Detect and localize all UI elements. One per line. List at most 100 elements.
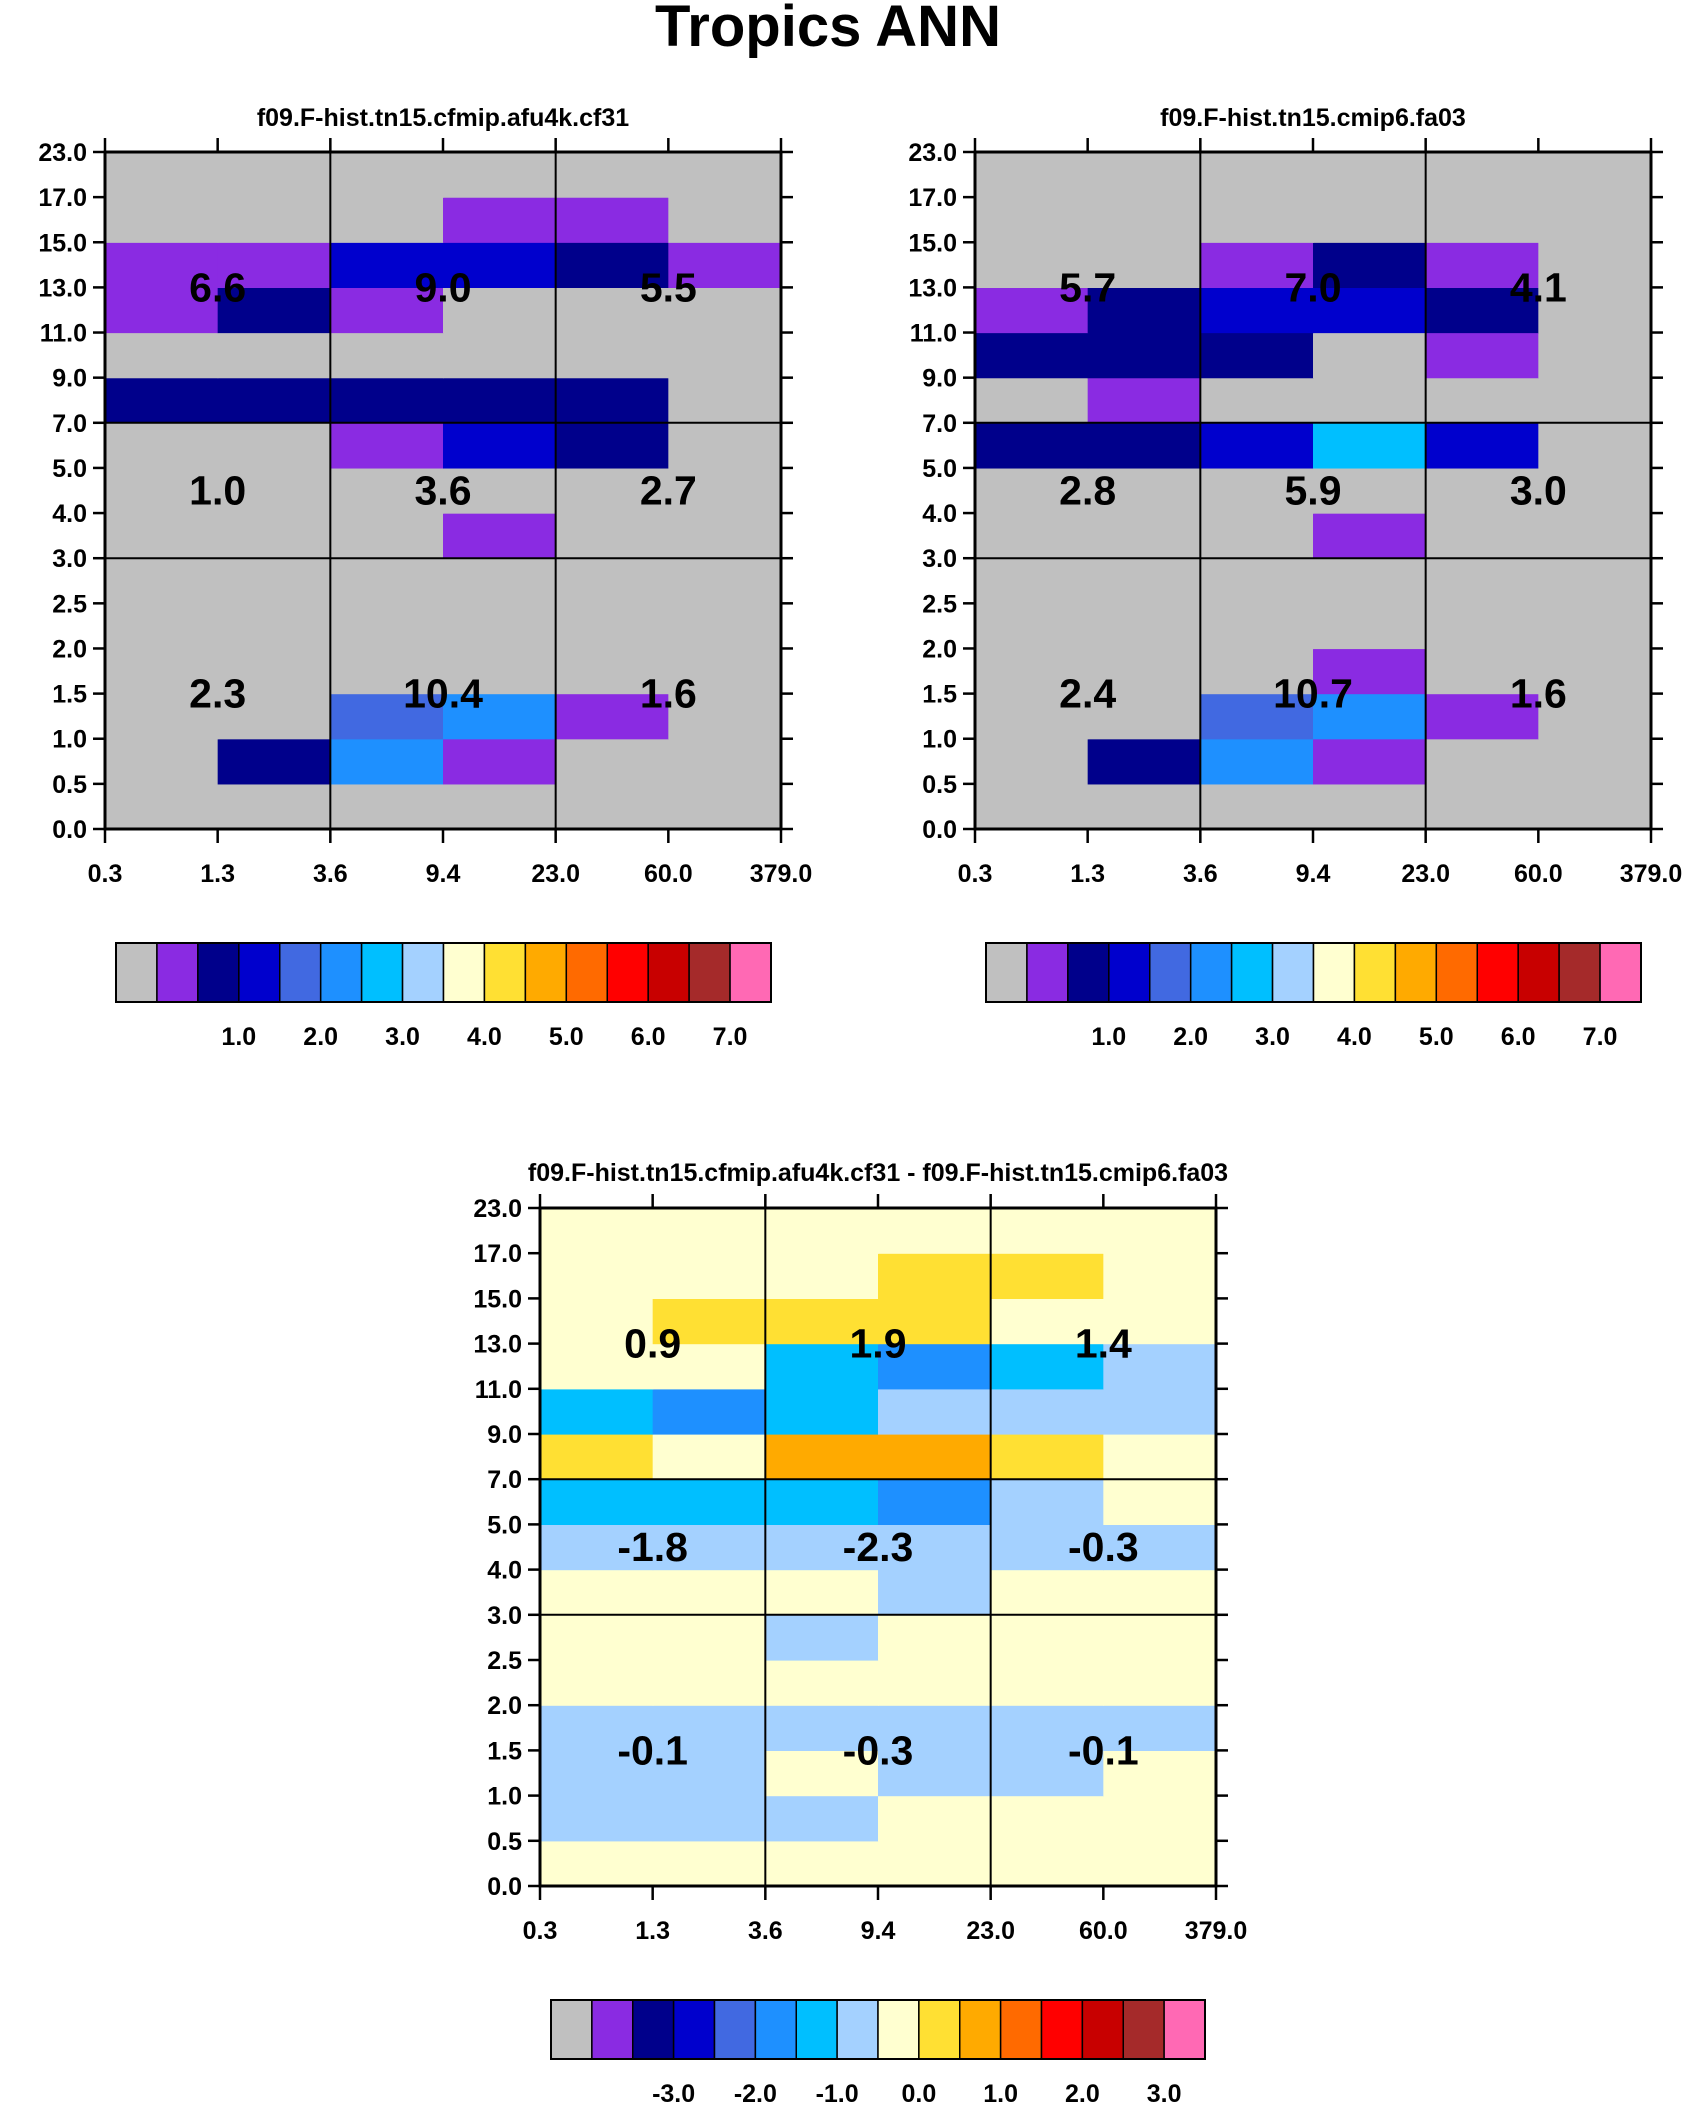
heatmap-cell (443, 558, 557, 604)
heatmap-cell (217, 603, 331, 650)
heatmap-cell (1313, 783, 1427, 830)
x-tick-label: 379.0 (750, 860, 813, 888)
colorbar-swatch (1067, 942, 1110, 1003)
colorbar: 1.0 2.0 3.0 4.0 5.0 6.0 7.0 (115, 942, 772, 1051)
heatmap-cell (217, 513, 331, 559)
x-tick-label: 60.0 (644, 860, 693, 888)
x-tick-label: 3.6 (313, 860, 348, 888)
heatmap-cell (765, 1253, 879, 1299)
colorbar-swatch (442, 942, 486, 1003)
heatmap-cell (1200, 738, 1314, 785)
heatmap-cell (878, 1569, 992, 1616)
colorbar-label: 0.0 (901, 2080, 936, 2108)
heatmap-cell (1200, 783, 1314, 830)
heatmap-cell (1425, 467, 1539, 514)
heatmap-cell (540, 1569, 654, 1616)
y-tick-label: 1.0 (922, 726, 957, 754)
heatmap-cell (1103, 1614, 1217, 1661)
y-tick-label: 7.0 (922, 410, 957, 438)
colorbar-swatch (156, 942, 199, 1003)
colorbar-label: -3.0 (652, 2080, 695, 2108)
heatmap-cell (1313, 197, 1427, 243)
heatmap-cell (975, 377, 1089, 424)
y-tick-label: 3.0 (922, 545, 957, 573)
heatmap-cell (1087, 467, 1201, 514)
heatmap-cell (105, 152, 219, 198)
x-axis: 0.3 1.3 3.6 9.4 23.0 60.0 379.0 (523, 1194, 1247, 1945)
heatmap-cell (1538, 783, 1652, 830)
heatmap-cell (555, 242, 669, 288)
panel-title: f09.F-hist.tn15.cfmip.afu4k.cf31 - f09.F… (528, 1159, 1228, 1187)
colorbar-swatch (1189, 942, 1233, 1003)
heatmap-cell (105, 513, 219, 559)
y-tick-label: 0.5 (922, 771, 957, 799)
heatmap-cell (1538, 242, 1652, 288)
heatmap-cell (330, 287, 444, 334)
heatmap-cell (1200, 287, 1314, 334)
box-total-label: -0.3 (843, 1727, 914, 1773)
y-tick-label: 11.0 (40, 320, 87, 348)
heatmap-cell (1313, 467, 1427, 514)
y-tick-label: 17.0 (473, 1240, 522, 1268)
heatmap-cell (540, 1705, 654, 1751)
heatmap-cell (975, 152, 1089, 198)
heatmap-cell (217, 738, 331, 785)
y-tick-label: 5.0 (922, 455, 957, 483)
colorbar-swatch (1517, 942, 1560, 1003)
y-axis: 0.0 0.5 1.0 1.5 2.0 2.5 3.0 4.0 5.0 7.0 9.0 11.0 13.… (473, 1195, 1228, 1901)
heatmap-cell (555, 693, 669, 740)
box-total-label: 3.0 (1510, 468, 1567, 514)
heatmap-cell (878, 1705, 992, 1751)
y-tick-label: 11.0 (910, 320, 957, 348)
heatmap-cell (878, 1750, 992, 1797)
heatmap-cell (540, 1750, 654, 1797)
heatmap-cell (1103, 1705, 1217, 1751)
heatmap-cell (1103, 1298, 1217, 1345)
heatmap-cell (1538, 152, 1652, 198)
heatmap-cell (1313, 738, 1427, 785)
heatmap-cell (330, 422, 444, 469)
colorbar-swatch (279, 942, 322, 1003)
x-tick-label: 1.3 (200, 860, 235, 888)
heatmap-cell (668, 287, 782, 334)
colorbar-swatch (115, 942, 158, 1003)
heatmap-cell (1425, 513, 1539, 559)
heatmap-cell (1200, 648, 1314, 695)
heatmap-cell (540, 1208, 654, 1254)
heatmap-cell (540, 1795, 654, 1842)
heatmap-cell (990, 1614, 1104, 1661)
heatmap-cell (652, 1388, 766, 1435)
heatmap-cell (105, 783, 219, 830)
heatmap-cell (1538, 197, 1652, 243)
heatmap-cell (1425, 783, 1539, 830)
heatmap-cell (765, 1614, 879, 1661)
colorbar-label: 6.0 (631, 1023, 666, 1051)
heatmap-cell (1538, 377, 1652, 424)
heatmap-cell (1087, 152, 1201, 198)
heatmap-cell (878, 1524, 992, 1571)
heatmap-cell (975, 242, 1089, 288)
heatmap-cell (878, 1614, 992, 1661)
heatmap-cell (668, 783, 782, 830)
heatmap-cell (540, 1298, 654, 1345)
heatmap-cell (443, 287, 557, 334)
heatmap-cell (1538, 648, 1652, 695)
y-tick-label: 4.0 (52, 500, 87, 528)
colorbar-label: 2.0 (1173, 1023, 1208, 1051)
colorbar-swatch (483, 942, 527, 1003)
colorbar-label: -2.0 (734, 2080, 777, 2108)
heatmap-cell (652, 1614, 766, 1661)
heatmap-cell (990, 1388, 1104, 1435)
heatmap-cell (668, 558, 782, 604)
heatmap-cell (1313, 422, 1427, 469)
heatmap-cell (668, 467, 782, 514)
box-total-label: 1.6 (1510, 671, 1567, 717)
box-total-label: -0.1 (617, 1727, 688, 1773)
box-total-label: 2.7 (640, 468, 697, 514)
box-total-label: 6.6 (189, 264, 246, 310)
heatmap-cell (105, 558, 219, 604)
colorbar-label: 3.0 (1255, 1023, 1290, 1051)
heatmap-cell (652, 1434, 766, 1480)
y-tick-label: 13.0 (38, 274, 87, 302)
